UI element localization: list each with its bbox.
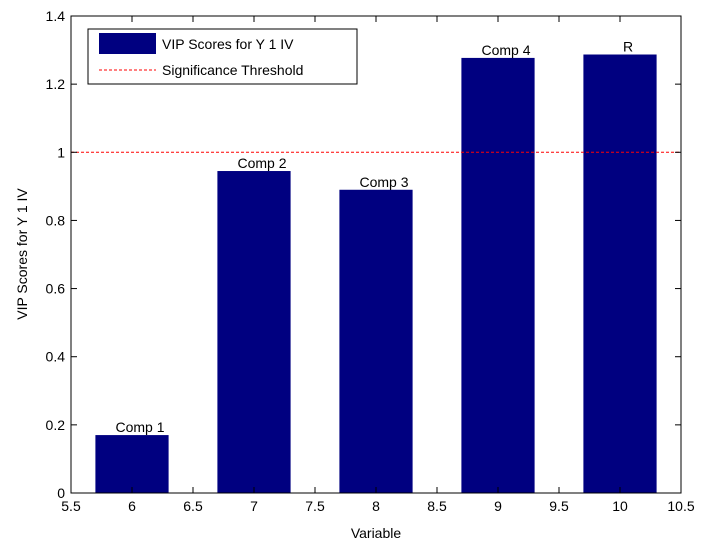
- bar-label-2: Comp 2: [237, 155, 286, 171]
- bars-group: [95, 54, 657, 494]
- y-tick-label: 0.8: [46, 212, 66, 228]
- x-axis-ticks: 5.5 6 6.5 7 7.5 8 8.5 9 9.5 10 10.5: [61, 16, 695, 514]
- y-tick-label: 1.2: [46, 76, 66, 92]
- x-tick-label: 9.5: [549, 498, 569, 514]
- bar-2: [217, 171, 291, 493]
- x-tick-label: 6.5: [183, 498, 203, 514]
- bar-label-3: Comp 3: [359, 174, 408, 190]
- x-tick-label: 7.5: [305, 498, 325, 514]
- legend: VIP Scores for Y 1 IV Significance Thres…: [87, 28, 358, 85]
- x-tick-label: 8: [372, 498, 380, 514]
- y-tick-label: 1: [57, 144, 65, 160]
- legend-label-threshold: Significance Threshold: [162, 62, 303, 78]
- bar-label-1: Comp 1: [115, 419, 164, 435]
- bar-label-5: R: [623, 39, 633, 55]
- bar-1: [95, 435, 169, 493]
- y-tick-label: 0.6: [46, 281, 66, 297]
- legend-label-vip-scores: VIP Scores for Y 1 IV: [162, 36, 294, 52]
- bar-4: [461, 57, 535, 493]
- y-tick-label: 0.4: [46, 349, 66, 365]
- x-tick-label: 5.5: [61, 498, 81, 514]
- x-tick-label: 8.5: [427, 498, 447, 514]
- y-axis-title: VIP Scores for Y 1 IV: [14, 188, 30, 320]
- y-tick-label: 0.2: [46, 417, 66, 433]
- bar-labels-group: Comp 1 Comp 2 Comp 3 Comp 4 R: [115, 39, 633, 436]
- bar-label-4: Comp 4: [481, 42, 530, 58]
- bar-5: [583, 54, 657, 494]
- x-tick-label: 6: [128, 498, 136, 514]
- x-tick-label: 7: [250, 498, 258, 514]
- y-axis-ticks: 0 0.2 0.4 0.6 0.8 1 1.2 1.4: [46, 8, 681, 501]
- y-tick-label: 0: [57, 485, 65, 501]
- bar-3: [339, 189, 413, 493]
- x-tick-label: 10.5: [667, 498, 694, 514]
- x-tick-label: 9: [494, 498, 502, 514]
- y-tick-label: 1.4: [46, 8, 66, 24]
- x-axis-title: Variable: [351, 525, 402, 541]
- x-tick-label: 10: [612, 498, 628, 514]
- legend-swatch-bar: [99, 33, 156, 54]
